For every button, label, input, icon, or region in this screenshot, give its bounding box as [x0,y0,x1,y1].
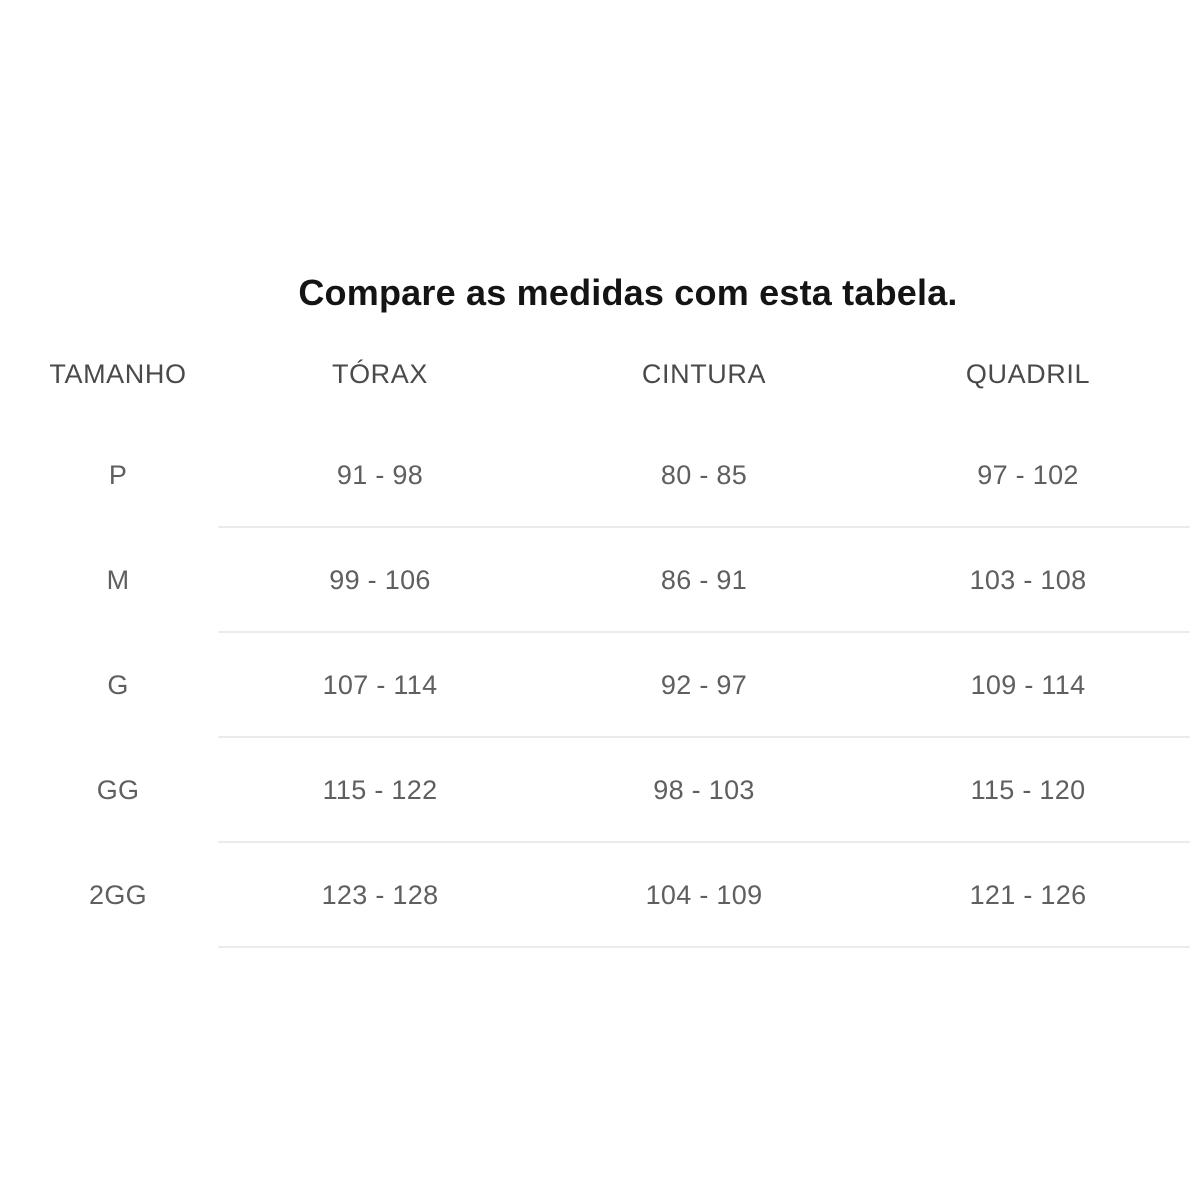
table-row-m: M 99 - 106 86 - 91 103 - 108 [0,528,1190,633]
cell-torax: 115 - 122 [322,775,438,805]
cell-size: 2GG [89,880,147,910]
cell-size: M [106,565,130,595]
cell-quadril: 109 - 114 [970,670,1086,700]
cell-cintura: 86 - 91 [660,565,748,595]
size-chart-title: Compare as medidas com esta tabela. [298,272,958,313]
column-header-cintura: CINTURA [641,359,767,389]
cell-torax: 91 - 98 [336,460,424,490]
cell-size: GG [96,775,140,805]
cell-quadril: 97 - 102 [977,460,1079,490]
table-row-p: P 91 - 98 80 - 85 97 - 102 [0,423,1190,528]
column-header-quadril: QUADRIL [965,359,1091,389]
cell-torax: 107 - 114 [322,670,438,700]
cell-size: P [108,460,128,490]
table-row-gg: GG 115 - 122 98 - 103 115 - 120 [0,738,1190,843]
cell-size: G [107,670,129,700]
table-header-row: TAMANHO TÓRAX CINTURA QUADRIL [0,326,1190,423]
cell-torax: 123 - 128 [321,880,439,910]
cell-quadril: 121 - 126 [969,880,1087,910]
cell-cintura: 92 - 97 [660,670,748,700]
column-header-torax: TÓRAX [331,359,428,389]
cell-cintura: 104 - 109 [645,880,763,910]
cell-cintura: 80 - 85 [660,460,748,490]
size-chart-table: TAMANHO TÓRAX CINTURA QUADRIL P 91 - 98 … [0,326,1190,948]
cell-cintura: 98 - 103 [653,775,755,805]
table-row-2gg: 2GG 123 - 128 104 - 109 121 - 126 [0,843,1190,948]
column-header-tamanho: TAMANHO [49,359,187,389]
cell-torax: 99 - 106 [329,565,431,595]
cell-quadril: 115 - 120 [970,775,1086,805]
table-row-g: G 107 - 114 92 - 97 109 - 114 [0,633,1190,738]
cell-quadril: 103 - 108 [969,565,1087,595]
